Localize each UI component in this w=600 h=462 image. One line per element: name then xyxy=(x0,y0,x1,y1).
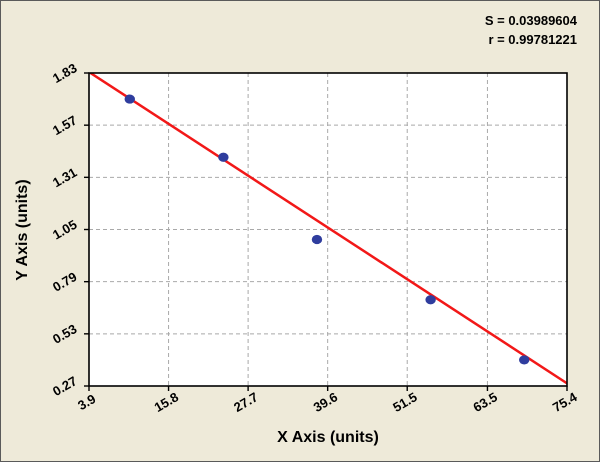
svg-text:0.79: 0.79 xyxy=(50,269,79,295)
y-axis-title: Y Axis (units) xyxy=(14,179,31,281)
svg-text:3.9: 3.9 xyxy=(75,391,98,413)
svg-text:0.27: 0.27 xyxy=(50,373,79,399)
svg-text:1.57: 1.57 xyxy=(50,112,79,138)
svg-text:1.05: 1.05 xyxy=(50,217,79,243)
svg-text:51.5: 51.5 xyxy=(390,389,419,415)
svg-text:0.53: 0.53 xyxy=(50,321,79,347)
svg-text:1.31: 1.31 xyxy=(50,165,79,191)
svg-text:27.7: 27.7 xyxy=(231,389,260,415)
fit-statistics: S = 0.03989604 r = 0.99781221 xyxy=(485,11,577,49)
svg-text:39.6: 39.6 xyxy=(311,389,340,415)
svg-text:15.8: 15.8 xyxy=(152,389,181,415)
stat-s-value: S = 0.03989604 xyxy=(484,13,577,28)
svg-text:75.4: 75.4 xyxy=(550,389,580,415)
svg-text:1.83: 1.83 xyxy=(50,60,79,86)
svg-text:63.5: 63.5 xyxy=(470,389,499,415)
x-axis-title: X Axis (units) xyxy=(277,429,379,446)
stat-r-value: r = 0.99781221 xyxy=(488,32,577,47)
